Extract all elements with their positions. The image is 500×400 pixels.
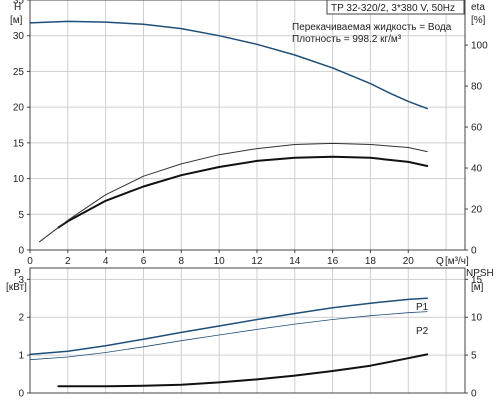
left-tick-label: 10 [13, 174, 25, 185]
left-tick-label: 0 [18, 389, 24, 400]
x-tick-label: 8 [179, 256, 185, 267]
series-label-p1: P1 [416, 302, 429, 313]
series-label-p2: P2 [416, 326, 429, 337]
density-annotation: Плотность = 998.2 кг/м³ [292, 34, 402, 45]
npsh-axis-unit: [м] [471, 282, 484, 293]
plot-frame [29, 267, 466, 394]
fluid-annotation: Перекачиваемая жидкость = Вода [292, 22, 452, 33]
x-tick-label: 2 [65, 256, 71, 267]
head-axis-unit: [м] [10, 15, 23, 26]
left-tick-label: 20 [13, 103, 25, 114]
flow-axis-unit: [м³/ч] [445, 256, 469, 267]
series-line-0-0 [29, 20, 428, 110]
x-tick-label: 14 [289, 256, 301, 267]
efficiency-axis-label: eta [471, 2, 485, 13]
right-tick-label: 60 [471, 123, 483, 134]
x-tick-label: 6 [141, 256, 147, 267]
right-tick-label: 80 [471, 82, 483, 93]
flow-axis-label: Q [436, 256, 444, 267]
x-tick-label: 12 [251, 256, 263, 267]
left-tick-label: 3 [18, 275, 24, 286]
head-axis-label: H [14, 2, 21, 13]
right-tick-label: 5 [471, 351, 477, 362]
left-tick-label: 1 [18, 351, 24, 362]
x-tick-label: 0 [27, 256, 33, 267]
x-tick-label: 18 [365, 256, 377, 267]
series-line-0-2 [39, 142, 428, 243]
left-tick-label: 5 [18, 210, 24, 221]
series-line-1-1 [29, 311, 428, 361]
right-tick-label: 20 [471, 205, 483, 216]
right-tick-label: 100 [471, 41, 488, 52]
npsh-axis-label: NPSH [466, 268, 494, 279]
head-efficiency-panel: 0 5 10 15 20 25 30 35 0 20 40 60 80 100 0 2 4 6 8 10 12 14 16 1… [13, 0, 488, 267]
left-tick-label: 0 [18, 246, 24, 257]
right-tick-label: 15 [471, 275, 483, 286]
left-tick-label: 2 [18, 313, 24, 324]
right-tick-label: 10 [471, 313, 483, 324]
x-tick-label: 16 [327, 256, 339, 267]
left-tick-label: 15 [13, 138, 25, 149]
right-tick-label: 0 [471, 246, 477, 257]
series-line-0-1 [57, 155, 429, 229]
plot-frame [29, 0, 466, 251]
left-tick-label: 35 [13, 0, 25, 7]
efficiency-axis-unit: [%] [471, 15, 486, 26]
left-tick-label: 30 [13, 31, 25, 42]
power-npsh-panel: 0 1 2 3 0 5 10 15 [18, 267, 483, 400]
power-axis-label: P [14, 268, 21, 279]
series-line-1-0 [29, 297, 428, 356]
x-tick-label: 4 [103, 256, 109, 267]
right-tick-label: 40 [471, 164, 483, 175]
x-tick-label: 20 [403, 256, 415, 267]
right-tick-label: 0 [471, 389, 477, 400]
x-tick-label: 10 [214, 256, 226, 267]
series-line-1-2 [57, 353, 429, 388]
left-tick-label: 25 [13, 67, 25, 78]
pump-model-box [326, 0, 465, 15]
power-axis-unit: [кВт] [6, 282, 27, 293]
pump-model-title: TP 32-320/2, 3*380 V, 50Hz [331, 3, 455, 14]
